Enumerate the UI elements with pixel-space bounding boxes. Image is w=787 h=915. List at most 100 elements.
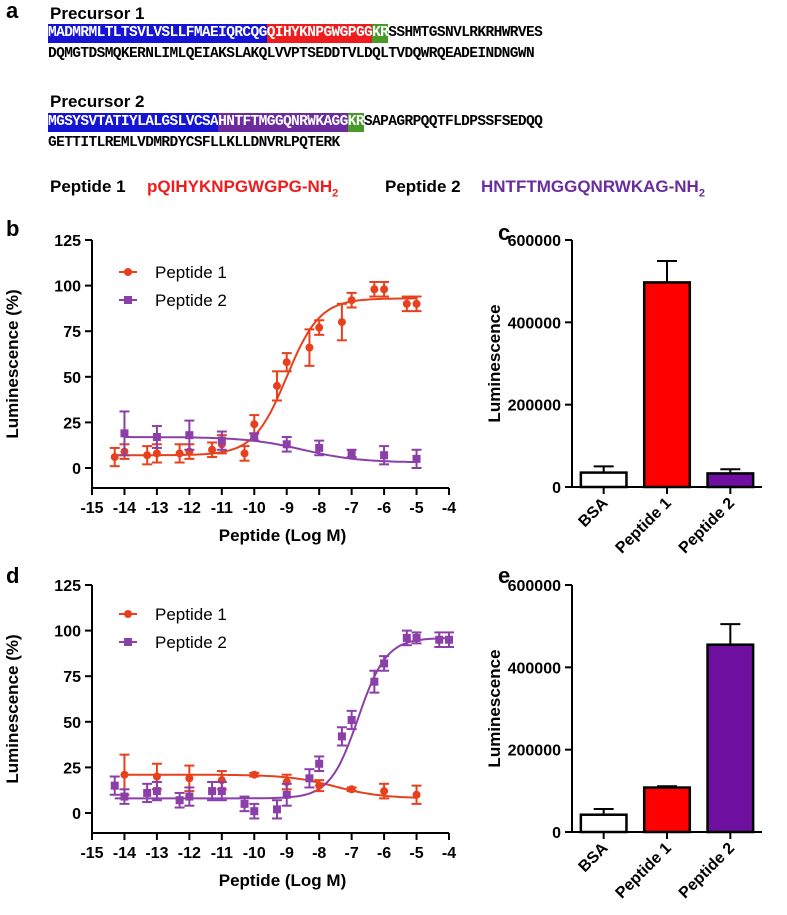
data-point-d-series2 bbox=[282, 790, 291, 799]
data-point-d-series1 bbox=[152, 772, 161, 781]
legend-label-b: Peptide 2 bbox=[155, 291, 227, 310]
data-point-b-series1 bbox=[152, 449, 161, 458]
y-tick-label-b: 25 bbox=[63, 415, 81, 432]
x-tick-label-e: Peptide 1 bbox=[613, 840, 675, 902]
x-tick-label-b: -5 bbox=[409, 500, 423, 517]
y-tick-label-d: 25 bbox=[63, 760, 81, 777]
y-tick-label-c: 400000 bbox=[508, 315, 561, 332]
x-tick-label-b: -7 bbox=[345, 500, 359, 517]
precursor2-title: Precursor 2 bbox=[50, 92, 145, 111]
x-tick-label-e: BSA bbox=[576, 839, 612, 875]
x-tick-label-b: -9 bbox=[280, 500, 294, 517]
legend-marker-b bbox=[124, 268, 132, 276]
data-point-d-series2 bbox=[217, 787, 226, 796]
x-tick-label-b: -13 bbox=[145, 500, 168, 517]
precursor1-segment-red: QIHYKNPGWGPGG bbox=[266, 24, 373, 43]
panel-letter-e: e bbox=[498, 563, 511, 588]
data-point-d-series2 bbox=[185, 792, 194, 801]
data-point-d-series2 bbox=[110, 781, 119, 790]
data-point-b-series2 bbox=[380, 451, 389, 460]
precursor2-segment-purple: HNTFTMGGQNRWKAGG bbox=[218, 113, 348, 132]
y-tick-label-d: 50 bbox=[63, 715, 81, 732]
panel-letter-c: c bbox=[498, 220, 511, 245]
fit-curve-b-series1 bbox=[114, 297, 417, 457]
data-point-b-series1 bbox=[337, 318, 346, 327]
data-point-b-series1 bbox=[380, 285, 389, 294]
data-point-b-series1 bbox=[240, 449, 249, 458]
data-point-d-series2 bbox=[412, 633, 421, 642]
fit-curve-d-series1 bbox=[124, 773, 417, 799]
x-tick-label-b: -11 bbox=[211, 500, 233, 517]
data-point-d-series1 bbox=[347, 785, 356, 794]
data-point-d-series2 bbox=[272, 805, 281, 814]
x-axis-label-b: Peptide (Log M) bbox=[219, 526, 346, 545]
data-point-b-series2 bbox=[282, 440, 291, 449]
data-point-b-series2 bbox=[185, 431, 194, 440]
data-point-b-series2 bbox=[315, 443, 324, 452]
y-axis-label-c: Luminescence bbox=[485, 304, 504, 422]
data-point-d-series1 bbox=[120, 770, 129, 779]
peptide2-sequence: HNTFTMGGQNRWKAG-NH2 bbox=[481, 177, 705, 200]
y-axis-label-d: Luminescence (%) bbox=[3, 634, 22, 783]
legend-marker-d bbox=[124, 610, 132, 618]
data-point-b-series2 bbox=[152, 432, 161, 441]
y-tick-label-c: 600000 bbox=[508, 233, 561, 250]
y-tick-label-d: 100 bbox=[54, 624, 81, 641]
y-axis-label-b: Luminescence (%) bbox=[3, 289, 22, 438]
legend-label-d: Peptide 1 bbox=[155, 605, 227, 624]
y-tick-label-b: 50 bbox=[63, 370, 81, 387]
x-tick-label-d: -5 bbox=[409, 845, 423, 862]
data-point-b-series1 bbox=[412, 299, 421, 308]
data-point-d-series2 bbox=[435, 635, 444, 644]
chart-b: 0 25 50 75 100 125 -15 -14 -13 -12 -11 -10 -9 -8 -7 -6 -… bbox=[3, 233, 456, 545]
x-tick-label-b: -8 bbox=[312, 500, 326, 517]
data-point-d-series1 bbox=[315, 781, 324, 790]
x-tick-label-e: Peptide 2 bbox=[676, 840, 738, 902]
y-tick-label-b: 125 bbox=[54, 233, 81, 250]
y-tick-label-c: 200000 bbox=[508, 398, 561, 415]
data-point-b-series2 bbox=[347, 449, 356, 458]
data-point-b-series1 bbox=[305, 343, 314, 352]
data-point-d-series1 bbox=[185, 774, 194, 783]
y-tick-label-d: 125 bbox=[54, 578, 81, 595]
data-point-d-series2 bbox=[175, 796, 184, 805]
x-tick-label-c: BSA bbox=[576, 494, 612, 530]
x-tick-label-b: -4 bbox=[442, 500, 456, 517]
data-point-b-series1 bbox=[315, 323, 324, 332]
data-point-b-series1 bbox=[143, 451, 152, 460]
data-point-b-series2 bbox=[250, 432, 259, 441]
data-point-d-series2 bbox=[152, 787, 161, 796]
fit-curve-d-series2 bbox=[114, 637, 450, 800]
data-point-b-series1 bbox=[347, 296, 356, 305]
x-tick-label-d: -6 bbox=[377, 845, 391, 862]
bar-c-2 bbox=[642, 281, 692, 489]
bar-c-1 bbox=[579, 471, 628, 489]
data-point-b-series2 bbox=[412, 454, 421, 463]
x-axis-label-d: Peptide (Log M) bbox=[219, 871, 346, 890]
x-tick-label-d: -15 bbox=[80, 845, 103, 862]
x-tick-label-d: -8 bbox=[312, 845, 326, 862]
precursor1-segment-blue: MADMRMLTLTSVLVSLLFMAEIQRCQG bbox=[48, 24, 267, 43]
precursor2-segment-plain: SAPAGRPQQTFLDPSSFSEDQQ bbox=[363, 114, 543, 130]
data-point-d-series2 bbox=[337, 732, 346, 741]
data-point-b-series1 bbox=[175, 449, 184, 458]
precursor2-sequence-line2: GETTITLREMLVDMRDYCSFLLKLLDNVRLPQTERK bbox=[48, 135, 340, 151]
data-point-d-series2 bbox=[250, 807, 259, 816]
precursor1-segment-green: KR bbox=[372, 24, 389, 43]
data-point-d-series2 bbox=[445, 635, 453, 644]
y-tick-label-e: 200000 bbox=[508, 743, 561, 760]
y-tick-label-b: 0 bbox=[72, 461, 81, 478]
data-point-d-series2 bbox=[370, 677, 379, 686]
y-tick-label-e: 0 bbox=[552, 825, 561, 842]
legend-marker-b bbox=[124, 296, 132, 304]
data-point-d-series2 bbox=[380, 659, 389, 668]
data-point-d-series2 bbox=[208, 787, 217, 796]
y-axis-label-e: Luminescence bbox=[485, 649, 504, 767]
precursor2-segment-blue: MGSYSVTATIYLALGSLVCSA bbox=[48, 113, 219, 132]
data-point-d-series2 bbox=[315, 759, 324, 768]
data-point-b-series1 bbox=[110, 453, 119, 462]
x-tick-label-d: -12 bbox=[178, 845, 201, 862]
data-point-d-series2 bbox=[402, 633, 411, 642]
